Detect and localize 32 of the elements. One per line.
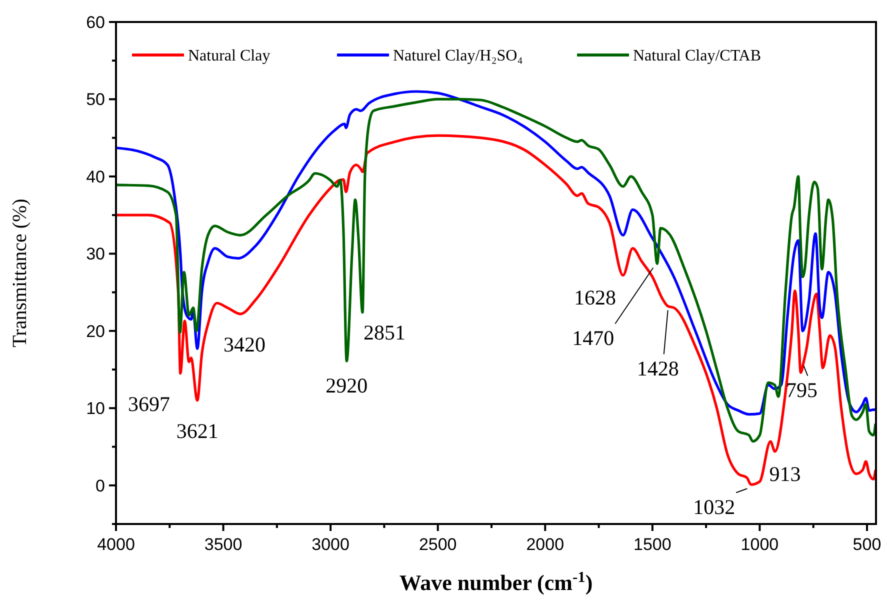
y-tick-label: 60 bbox=[86, 12, 105, 32]
annotation: 2851 bbox=[364, 320, 406, 345]
annotation: 3621 bbox=[176, 418, 218, 443]
x-axis-title: Wave number (cm$^{-1}$) bbox=[399, 568, 593, 595]
x-tick-label: 2000 bbox=[526, 535, 564, 554]
annotation: 1428 bbox=[636, 356, 679, 381]
y-tick-label: 50 bbox=[86, 90, 105, 110]
annotation: 2920 bbox=[326, 373, 368, 398]
x-tick-label: 2500 bbox=[418, 535, 457, 554]
annotation: 1628 bbox=[574, 286, 616, 310]
legend-label: Natural Clay bbox=[188, 48, 270, 65]
x-tick-label: 3000 bbox=[312, 535, 350, 554]
annotation: 3697 bbox=[128, 392, 170, 416]
x-tick-label: 1000 bbox=[740, 535, 779, 554]
line-series bbox=[114, 134, 877, 486]
legend-label: Naturel Clay/H₂SO₄ bbox=[393, 48, 524, 65]
y-axis-title: Transmittance (%) bbox=[9, 198, 31, 348]
x-tick-label: 500 bbox=[852, 535, 882, 554]
x-tick-label: 3500 bbox=[204, 535, 242, 554]
y-tick-label: 40 bbox=[86, 167, 105, 186]
annotation: 913 bbox=[769, 462, 801, 486]
y-tick-label: 30 bbox=[86, 244, 105, 264]
y-tick-label: 10 bbox=[86, 399, 105, 418]
legend-label: Natural Clay/CTAB bbox=[633, 48, 762, 65]
annotation: 3420 bbox=[223, 332, 266, 356]
y-tick-label: 20 bbox=[86, 322, 105, 341]
x-tick-label: 4000 bbox=[97, 535, 135, 554]
x-tick-label: 1500 bbox=[634, 535, 672, 554]
annotation: 795 bbox=[786, 378, 818, 402]
annotation: 1032 bbox=[693, 494, 736, 519]
annotation: 1470 bbox=[572, 326, 614, 350]
y-tick-label: 0 bbox=[96, 476, 105, 496]
